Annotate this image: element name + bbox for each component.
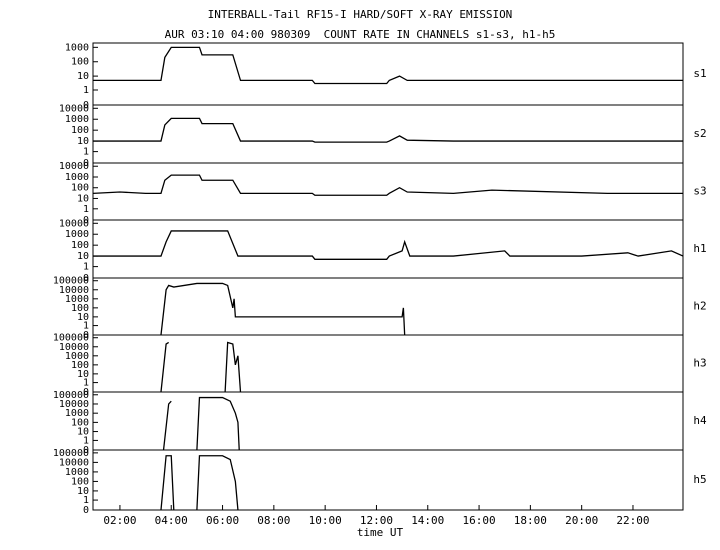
y-tick-label: 100	[71, 417, 89, 428]
y-tick-label: 10000	[59, 103, 89, 114]
x-tick-label: 10:00	[309, 514, 342, 527]
x-axis-label: time UT	[357, 526, 404, 539]
y-tick-label: 0	[83, 505, 89, 516]
y-tick-label: 10	[77, 486, 89, 497]
y-tick-label: 1	[83, 435, 89, 446]
y-tick-label: 0	[83, 445, 89, 456]
y-tick-label: 1	[83, 495, 89, 506]
y-tick-label: 1	[83, 321, 89, 332]
x-tick-label: 16:00	[463, 514, 496, 527]
y-tick-label: 1000	[65, 408, 89, 419]
y-tick-label: 10000	[59, 285, 89, 296]
channel-label: h1	[693, 242, 706, 255]
y-tick-label: 100	[71, 360, 89, 371]
y-tick-label: 1	[83, 147, 89, 158]
y-tick-label: 100000	[53, 448, 89, 459]
data-line	[224, 341, 242, 393]
y-tick-label: 0	[83, 158, 89, 169]
y-tick-label: 100	[71, 125, 89, 136]
data-line	[196, 396, 240, 451]
data-line	[93, 117, 683, 143]
y-tick-label: 10	[77, 369, 89, 380]
y-tick-label: 0	[83, 330, 89, 341]
y-tick-label: 10	[77, 312, 89, 323]
y-tick-label: 100	[71, 240, 89, 251]
data-line	[196, 455, 239, 511]
chart-subtitle: AUR 03:10 04:00 980309 COUNT RATE IN CHA…	[165, 28, 556, 41]
x-tick-label: 06:00	[206, 514, 239, 527]
channel-label: h5	[693, 473, 706, 486]
x-tick-label: 20:00	[565, 514, 598, 527]
y-tick-label: 10	[77, 251, 89, 262]
y-tick-label: 10000	[59, 399, 89, 410]
y-tick-label: 1000	[65, 42, 89, 53]
y-tick-label: 1	[83, 85, 89, 96]
y-tick-label: 1000	[65, 229, 89, 240]
y-tick-label: 100	[71, 303, 89, 314]
chart-title: INTERBALL-Tail RF15-I HARD/SOFT X-RAY EM…	[208, 8, 513, 21]
panel-frame	[92, 449, 684, 511]
data-line	[160, 341, 170, 393]
y-tick-label: 100	[71, 57, 89, 68]
y-tick-label: 1000	[65, 114, 89, 125]
y-tick-label: 0	[83, 215, 89, 226]
x-tick-label: 12:00	[360, 514, 393, 527]
y-tick-label: 0	[83, 100, 89, 111]
y-tick-label: 1000	[65, 467, 89, 478]
x-tick-label: 02:00	[103, 514, 136, 527]
y-tick-label: 0	[83, 387, 89, 398]
y-tick-label: 1000	[65, 351, 89, 362]
x-tick-label: 08:00	[257, 514, 290, 527]
data-line	[93, 230, 684, 260]
y-tick-label: 100000	[53, 276, 89, 287]
y-tick-label: 10	[77, 136, 89, 147]
y-tick-label: 100	[71, 476, 89, 487]
y-tick-label: 1	[83, 262, 89, 273]
data-line	[92, 174, 683, 196]
y-tick-label: 10000	[59, 342, 89, 353]
y-tick-label: 100	[71, 183, 89, 194]
data-line	[160, 455, 175, 511]
channel-label: s2	[693, 127, 706, 140]
y-tick-label: 10	[77, 193, 89, 204]
y-tick-label: 1	[83, 204, 89, 215]
channel-label: h4	[693, 414, 707, 427]
y-tick-label: 10	[77, 71, 89, 82]
x-tick-label: 14:00	[411, 514, 444, 527]
y-tick-label: 10000	[59, 218, 89, 229]
channel-label: s3	[693, 185, 706, 198]
channel-label: h2	[693, 300, 706, 313]
y-tick-label: 1000	[65, 294, 89, 305]
y-tick-label: 10000	[59, 161, 89, 172]
data-line	[160, 282, 406, 336]
x-tick-label: 22:00	[616, 514, 649, 527]
y-tick-label: 100000	[53, 390, 89, 401]
data-line	[162, 400, 172, 451]
channel-label: s1	[693, 67, 706, 80]
y-tick-label: 1	[83, 378, 89, 389]
y-tick-label: 1000	[65, 172, 89, 183]
y-tick-label: 10	[77, 427, 89, 438]
channel-label: h3	[693, 357, 706, 370]
y-tick-label: 0	[83, 273, 89, 284]
x-tick-label: 18:00	[514, 514, 547, 527]
data-line	[93, 46, 683, 85]
y-tick-label: 100000	[53, 333, 89, 344]
x-tick-label: 04:00	[155, 514, 188, 527]
y-tick-label: 10000	[59, 457, 89, 468]
